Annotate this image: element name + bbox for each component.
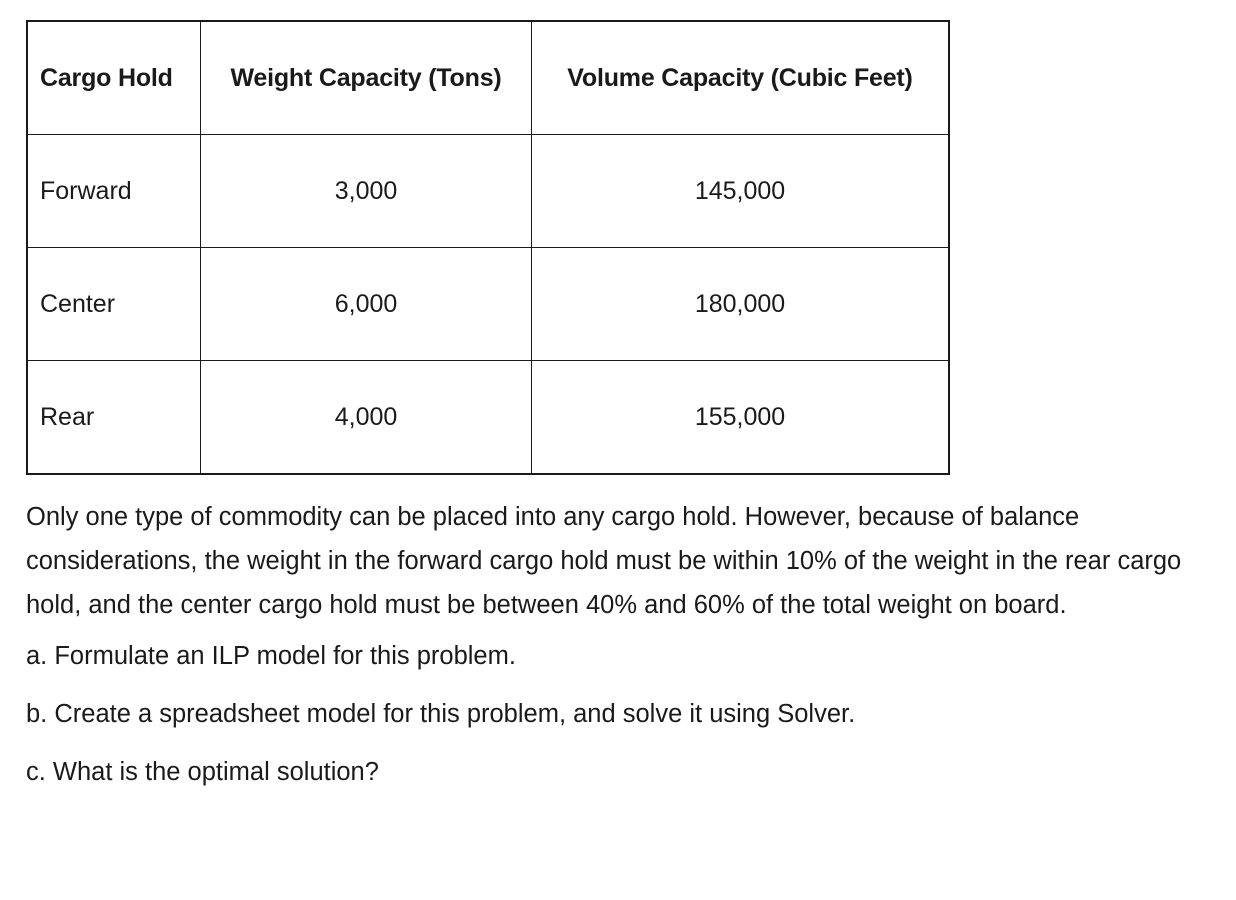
document: Cargo Hold Weight Capacity (Tons) Volume… (26, 20, 1226, 788)
header-volume-capacity: Volume Capacity (Cubic Feet) (531, 20, 950, 135)
table-row: Forward 3,000 145,000 (26, 134, 950, 248)
cell-volume: 180,000 (531, 247, 950, 361)
cell-weight: 4,000 (200, 360, 532, 475)
cell-volume: 155,000 (531, 360, 950, 475)
cell-hold: Center (26, 247, 201, 361)
cargo-capacity-table: Cargo Hold Weight Capacity (Tons) Volume… (26, 20, 950, 475)
question-b: b. Create a spreadsheet model for this p… (26, 700, 856, 728)
table-header-row: Cargo Hold Weight Capacity (Tons) Volume… (26, 20, 950, 135)
question-a: a. Formulate an ILP model for this probl… (26, 642, 516, 670)
table-row: Rear 4,000 155,000 (26, 360, 950, 475)
header-weight-capacity: Weight Capacity (Tons) (200, 20, 532, 135)
problem-paragraph: Only one type of commodity can be placed… (26, 503, 1182, 619)
cell-weight: 6,000 (200, 247, 532, 361)
cell-hold: Rear (26, 360, 201, 475)
table-row: Center 6,000 180,000 (26, 247, 950, 361)
cell-weight: 3,000 (200, 134, 532, 248)
cell-hold: Forward (26, 134, 201, 248)
header-cargo-hold: Cargo Hold (26, 20, 201, 135)
cell-volume: 145,000 (531, 134, 950, 248)
question-c: c. What is the optimal solution? (26, 758, 379, 786)
